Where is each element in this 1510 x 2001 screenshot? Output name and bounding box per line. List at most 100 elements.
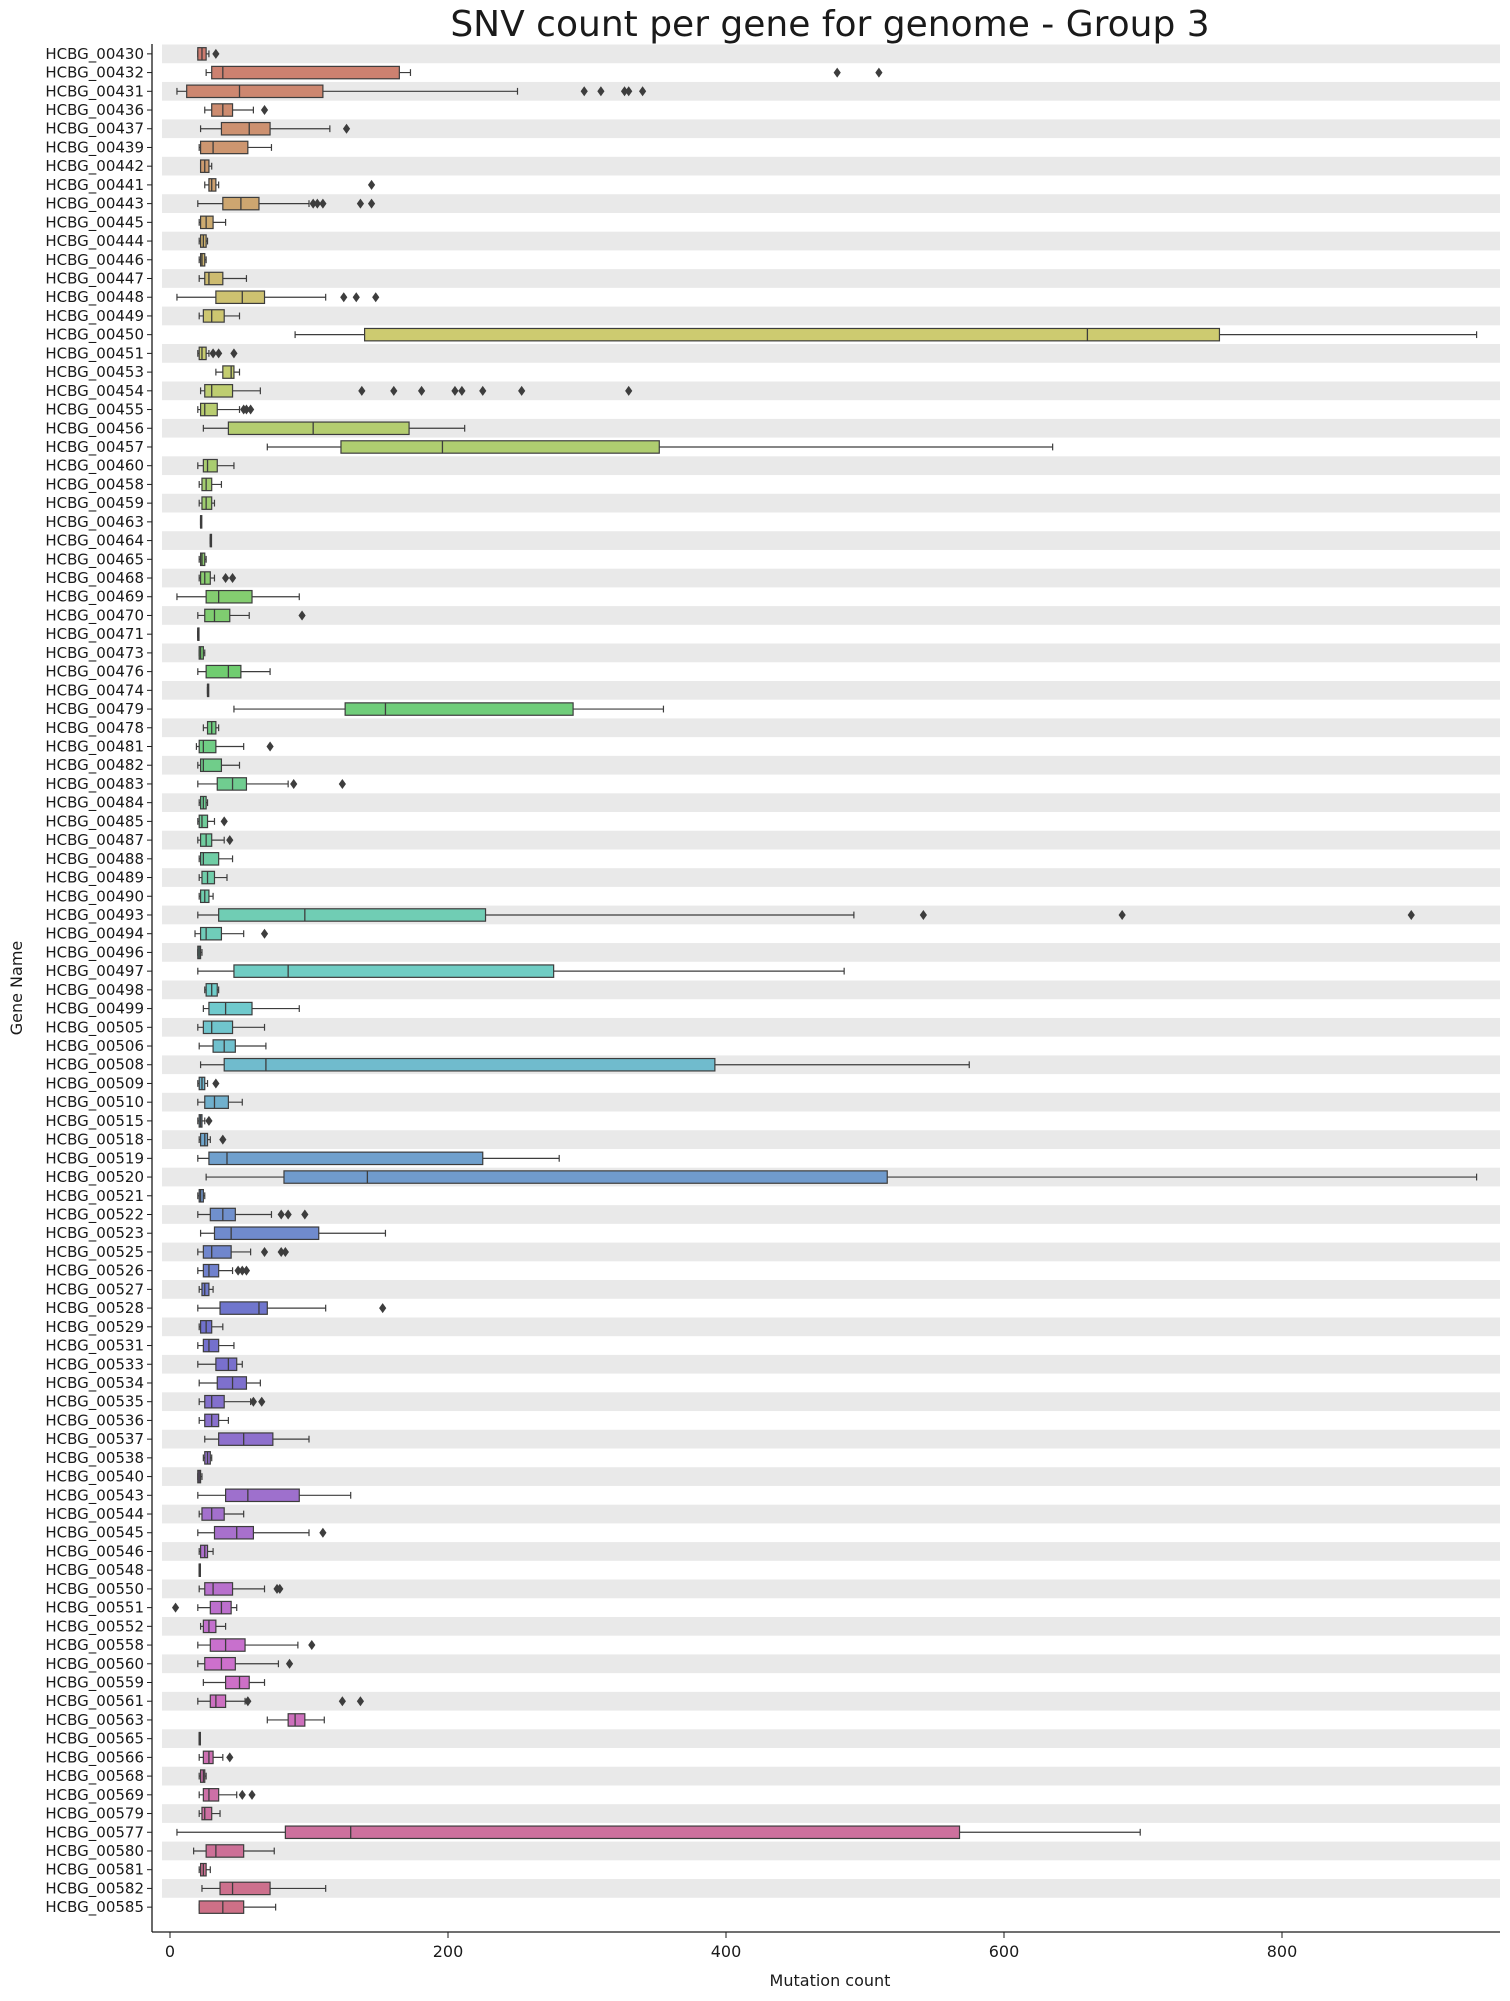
outlier-point (249, 1396, 257, 1407)
outlier-point (451, 385, 459, 396)
y-tick-label: HCBG_00456 (45, 419, 144, 438)
iqr-box (205, 589, 253, 604)
y-tick-label: HCBG_00436 (45, 101, 144, 120)
row-band (162, 1616, 1500, 1636)
outlier-point (260, 928, 269, 939)
box-hcbg-00436 (204, 103, 269, 117)
x-tick-labels: 0 200 400 600 800 (165, 1932, 1297, 1961)
outlier-point (1118, 909, 1126, 920)
outlier-point (220, 816, 228, 827)
iqr-box (199, 1544, 209, 1559)
box-hcbg-00484 (198, 795, 209, 810)
y-tick-label: HCBG_00483 (45, 775, 144, 794)
box-hcbg-00465 (198, 552, 207, 567)
outlier-point (219, 1134, 227, 1145)
y-tick-label: HCBG_00520 (45, 1168, 144, 1187)
y-tick-label: HCBG_00525 (45, 1243, 144, 1262)
y-tick-label: HCBG_00537 (45, 1430, 144, 1449)
box-hcbg-00525 (197, 1245, 289, 1259)
box-hcbg-00483 (197, 777, 346, 791)
outlier-point (226, 835, 234, 846)
y-tick-label: HCBG_00485 (45, 812, 144, 831)
box-hcbg-00522 (197, 1207, 309, 1222)
outlier-point (212, 48, 220, 59)
outlier-point (919, 909, 927, 920)
outlier-point (242, 404, 251, 415)
outlier-point (1407, 909, 1415, 920)
row-band (162, 269, 1500, 288)
outlier-point (597, 86, 605, 97)
box-hcbg-00527 (198, 1282, 214, 1297)
iqr-box (216, 1376, 248, 1390)
iqr-box (287, 1713, 306, 1727)
iqr-box (204, 1582, 234, 1596)
row-band (162, 1579, 1500, 1599)
y-tick-label: HCBG_00482 (45, 756, 144, 775)
box-hcbg-00585 (198, 1900, 277, 1914)
iqr-box (225, 1675, 250, 1690)
box-hcbg-00499 (202, 1001, 300, 1016)
x-tick-label: 200 (433, 1942, 464, 1961)
chart-title: SNV count per gene for genome - Group 3 (450, 4, 1209, 45)
y-tick-label: HCBG_00565 (45, 1730, 144, 1749)
box-hcbg-00489 (198, 870, 228, 885)
row-band (162, 868, 1500, 887)
box-hcbg-00580 (193, 1844, 275, 1858)
box-hcbg-00470 (197, 608, 306, 623)
y-tick-label: HCBG_00505 (45, 1018, 144, 1037)
y-tick-label: HCBG_00481 (45, 738, 144, 757)
y-tick-label: HCBG_00439 (45, 138, 144, 157)
box-hcbg-00447 (198, 271, 248, 286)
y-tick-label: HCBG_00476 (45, 663, 144, 682)
iqr-box (199, 252, 206, 267)
iqr-box (208, 1151, 484, 1166)
y-tick-label: HCBG_00473 (45, 644, 144, 663)
row-band (162, 1092, 1500, 1112)
box-hcbg-00509 (197, 1076, 220, 1091)
y-tick-label: HCBG_00479 (45, 700, 144, 719)
box-hcbg-00490 (198, 889, 214, 904)
outlier-point (833, 67, 841, 78)
box-hcbg-00581 (198, 1862, 211, 1877)
box-hcbg-00437 (199, 121, 351, 136)
row-band (162, 606, 1500, 625)
box-hcbg-00431 (176, 84, 647, 99)
outlier-point (238, 1265, 246, 1276)
outlier-point (379, 1303, 387, 1314)
y-tick-label: HCBG_00579 (45, 1805, 144, 1824)
outlier-point (479, 385, 487, 396)
iqr-box (216, 777, 248, 791)
outlier-point (285, 1658, 294, 1669)
row-band (162, 231, 1500, 251)
iqr-box (205, 664, 242, 679)
box-hcbg-00577 (176, 1825, 1141, 1840)
iqr-box (340, 440, 660, 454)
y-tick-label: HCBG_00437 (45, 120, 144, 139)
y-tick-label: HCBG_00460 (45, 457, 144, 476)
outlier-point (260, 1246, 269, 1257)
y-tick-label: HCBG_00545 (45, 1524, 144, 1543)
outlier-point (205, 1115, 213, 1126)
row-band (162, 344, 1500, 363)
iqr-box (199, 552, 206, 567)
y-tick-label: HCBG_00431 (45, 82, 144, 101)
outlier-point (458, 385, 466, 396)
y-tick-label: HCBG_00533 (45, 1355, 144, 1374)
box-hcbg-00430 (197, 47, 220, 61)
box-hcbg-00468 (198, 571, 237, 585)
y-tick-label: HCBG_00474 (45, 681, 144, 700)
outlier-point (338, 778, 346, 789)
outlier-point (277, 1246, 285, 1257)
y-tick-label: HCBG_00543 (45, 1486, 144, 1505)
box-hcbg-00432 (205, 65, 883, 80)
y-tick-label: HCBG_00531 (45, 1337, 144, 1356)
y-tick-label: HCBG_00558 (45, 1636, 144, 1655)
row-band (162, 1766, 1500, 1786)
y-tick-label: HCBG_00519 (45, 1149, 144, 1168)
box-hcbg-00533 (197, 1357, 243, 1372)
iqr-box (233, 964, 555, 978)
iqr-box (209, 1638, 246, 1652)
box-hcbg-00569 (198, 1788, 256, 1802)
box-hcbg-00457 (266, 440, 1054, 454)
y-tick-label: HCBG_00582 (45, 1879, 144, 1898)
